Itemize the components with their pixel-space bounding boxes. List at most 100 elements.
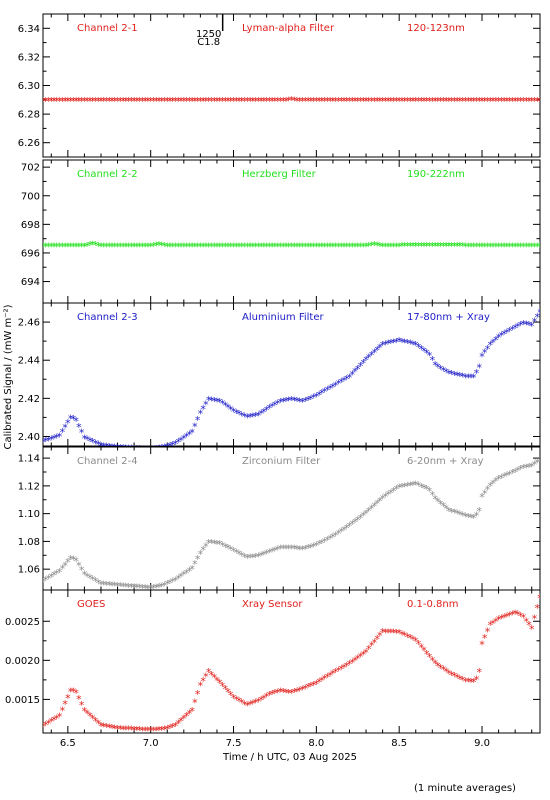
data-point: * xyxy=(485,626,491,639)
data-point: * xyxy=(267,95,273,108)
data-point: * xyxy=(349,241,355,254)
data-point: * xyxy=(477,95,483,108)
data-point: * xyxy=(330,95,336,108)
data-point: * xyxy=(60,95,66,108)
data-point: * xyxy=(104,579,110,592)
data-point: * xyxy=(54,241,60,254)
data-point: * xyxy=(87,710,93,723)
data-point: * xyxy=(84,434,90,447)
data-point: * xyxy=(515,609,521,622)
x-tick-label: 9.0 xyxy=(474,738,490,749)
data-point: * xyxy=(173,241,179,254)
data-point: * xyxy=(209,395,215,408)
data-point: * xyxy=(184,241,190,254)
data-point: * xyxy=(57,566,63,579)
data-point: * xyxy=(407,632,413,645)
data-point: * xyxy=(170,241,176,254)
data-point: * xyxy=(68,241,74,254)
y-tick-label: 0.0015 xyxy=(5,695,40,706)
data-point: * xyxy=(452,369,458,382)
data-point: * xyxy=(479,639,485,652)
data-point: * xyxy=(245,95,251,108)
data-point: * xyxy=(73,555,79,568)
data-point: * xyxy=(474,240,480,253)
data-point: * xyxy=(474,674,480,687)
data-point: * xyxy=(529,623,535,636)
data-point: * xyxy=(396,240,402,253)
data-point: * xyxy=(322,95,328,108)
data-point: * xyxy=(253,241,259,254)
data-point: * xyxy=(278,396,284,409)
data-point: * xyxy=(73,687,79,700)
data-point: * xyxy=(159,724,165,737)
data-point: * xyxy=(485,95,491,108)
y-tick-label: 2.44 xyxy=(18,356,40,367)
data-point: * xyxy=(228,241,234,254)
data-point: * xyxy=(314,678,320,691)
data-point: * xyxy=(294,395,300,408)
data-point: * xyxy=(203,670,209,683)
y-tick-label: 6.26 xyxy=(18,138,40,149)
data-point: * xyxy=(319,241,325,254)
data-point: * xyxy=(460,240,466,253)
data-point: * xyxy=(523,615,529,628)
data-point: * xyxy=(504,95,510,108)
data-point: * xyxy=(79,427,85,440)
data-point: * xyxy=(435,240,441,253)
data-point: * xyxy=(49,241,55,254)
data-point: * xyxy=(499,241,505,254)
data-point: * xyxy=(441,500,447,513)
data-point: * xyxy=(460,95,466,108)
data-point: * xyxy=(60,563,66,576)
data-point: * xyxy=(173,574,179,587)
data-point: * xyxy=(529,95,535,108)
data-point: * xyxy=(521,241,527,254)
data-point: * xyxy=(501,612,507,625)
data-point: * xyxy=(228,689,234,702)
data-point: * xyxy=(198,548,204,561)
data-point: * xyxy=(352,241,358,254)
data-point: * xyxy=(515,321,521,334)
data-point: * xyxy=(338,526,344,539)
data-point: * xyxy=(93,575,99,588)
data-point: * xyxy=(156,581,162,594)
data-point: * xyxy=(261,95,267,108)
data-point: * xyxy=(311,95,317,108)
data-point: * xyxy=(129,443,135,456)
data-point: * xyxy=(369,503,375,516)
data-point: * xyxy=(162,95,168,108)
data-point: * xyxy=(391,485,397,498)
data-point: * xyxy=(104,721,110,734)
data-point: * xyxy=(245,411,251,424)
data-point: * xyxy=(305,241,311,254)
data-point: * xyxy=(195,95,201,108)
data-point: * xyxy=(479,95,485,108)
data-point: * xyxy=(217,396,223,409)
data-point: * xyxy=(40,721,46,734)
data-point: * xyxy=(396,627,402,640)
data-point: * xyxy=(410,633,416,646)
data-point: * xyxy=(338,663,344,676)
data-point: * xyxy=(192,95,198,108)
data-point: * xyxy=(247,699,253,712)
data-point: * xyxy=(261,549,267,562)
data-point: * xyxy=(333,241,339,254)
data-point: * xyxy=(416,95,422,108)
data-point: * xyxy=(363,647,369,660)
data-point: * xyxy=(377,630,383,643)
data-point: * xyxy=(62,698,68,711)
data-point: * xyxy=(123,241,129,254)
data-point: * xyxy=(471,240,477,253)
data-point: * xyxy=(388,487,394,500)
data-point: * xyxy=(120,723,126,736)
data-point: * xyxy=(198,241,204,254)
data-point: * xyxy=(479,241,485,254)
y-tick-label: 0.0025 xyxy=(5,617,40,628)
data-point: * xyxy=(424,95,430,108)
data-point: * xyxy=(377,240,383,253)
data-point: * xyxy=(507,325,513,338)
data-point: * xyxy=(137,724,143,737)
data-point: * xyxy=(430,95,436,108)
data-point: * xyxy=(363,508,369,521)
data-point: * xyxy=(289,241,295,254)
